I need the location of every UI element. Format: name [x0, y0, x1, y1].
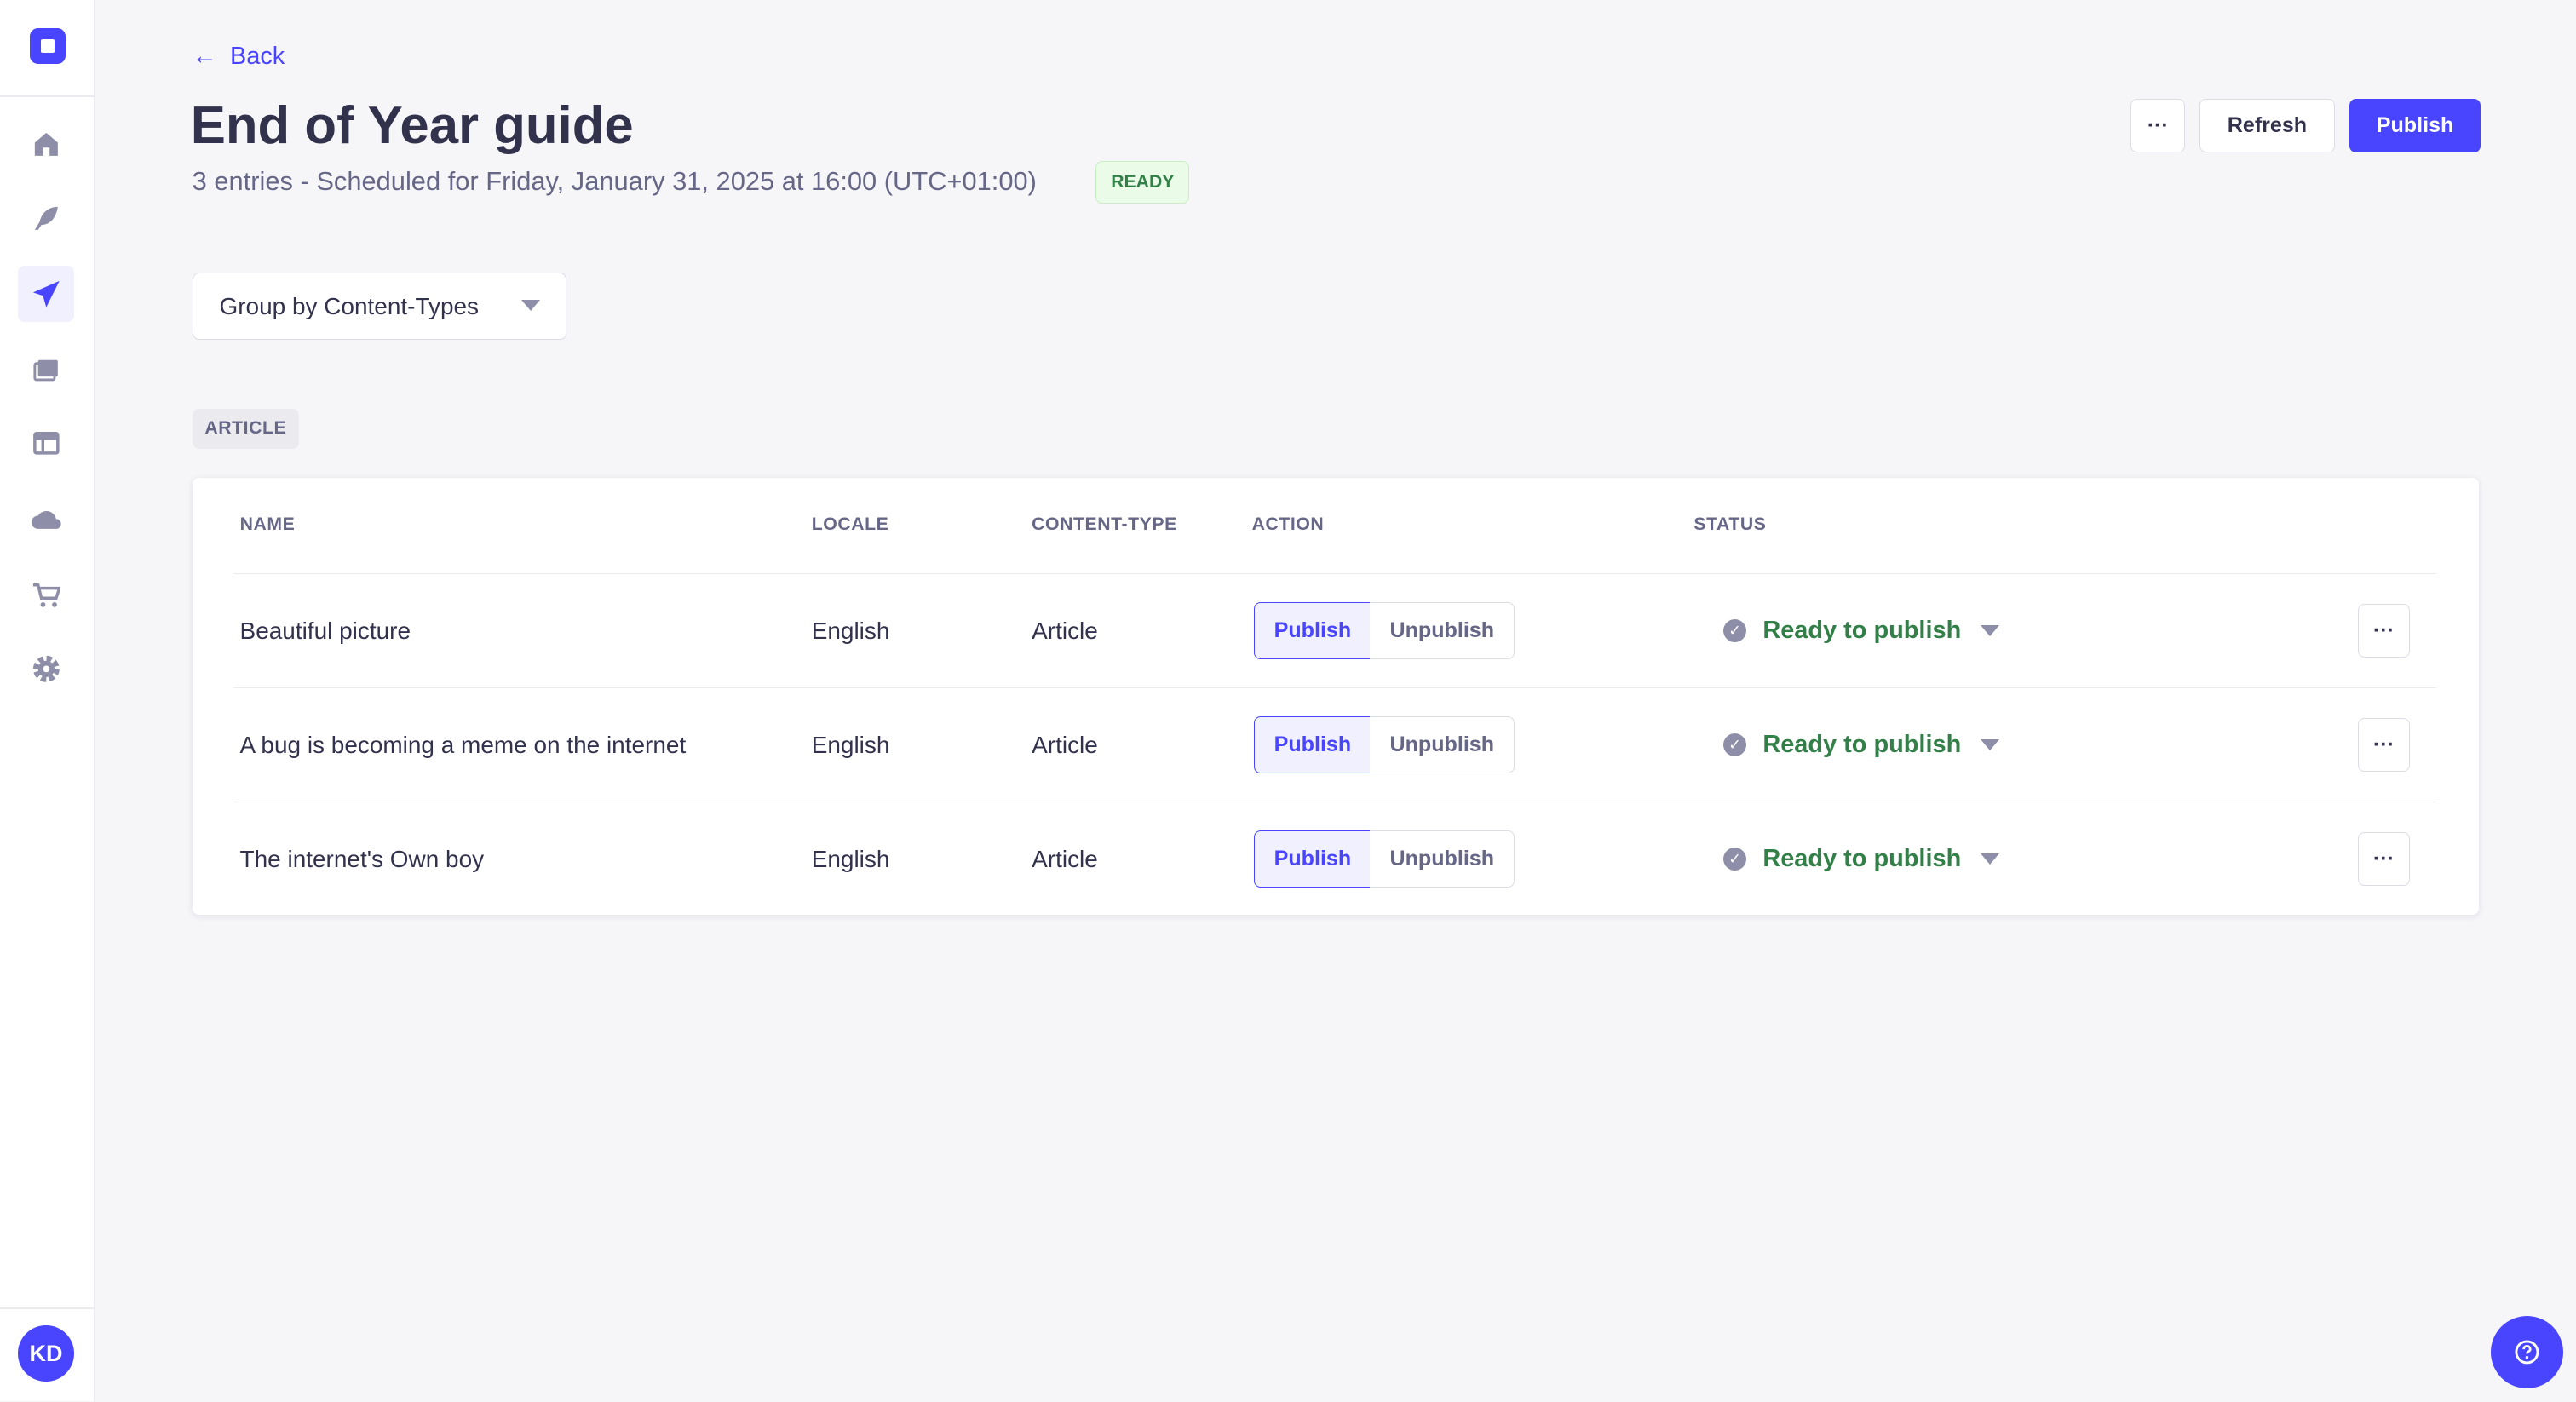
column-header-locale: LOCALE [811, 514, 889, 534]
refresh-button[interactable]: Refresh [2199, 98, 2335, 153]
check-circle-icon: ✓ [1723, 848, 1747, 871]
status-label: Ready to publish [1762, 617, 1962, 645]
chevron-down-icon [520, 299, 540, 311]
caret-down-icon [1981, 625, 2000, 636]
row-more-button[interactable]: ··· [2357, 831, 2411, 887]
group-by-select[interactable]: Group by Content-Types [192, 273, 567, 341]
entry-content-type: Article [1032, 617, 1098, 644]
sidebar-item-media-library[interactable] [18, 342, 74, 398]
status-dropdown[interactable]: ✓ Ready to publish [1723, 802, 2000, 916]
feather-icon [34, 206, 58, 230]
sidebar-item-cloud[interactable] [18, 491, 74, 548]
column-header-action: ACTION [1251, 514, 1325, 534]
status-badge: READY [1095, 161, 1190, 204]
row-more-button[interactable]: ··· [2357, 603, 2411, 658]
page-title: End of Year guide [190, 95, 634, 155]
caret-down-icon [1981, 739, 2000, 750]
status-label: Ready to publish [1762, 731, 1962, 759]
more-actions-button[interactable]: ··· [2130, 98, 2186, 153]
table-row: Beautiful picture English Article Publis… [233, 573, 2437, 687]
home-icon [34, 133, 58, 157]
caret-down-icon [1981, 853, 2000, 865]
column-header-status: STATUS [1693, 514, 1767, 534]
page-subtitle: 3 entries - Scheduled for Friday, Januar… [192, 165, 1037, 196]
action-publish-toggle[interactable]: Publish [1253, 715, 1372, 774]
sidebar: KD [0, 0, 95, 1402]
sidebar-item-content-type-builder[interactable] [18, 416, 74, 472]
paper-plane-icon [32, 280, 60, 307]
entry-content-type: Article [1032, 845, 1098, 872]
sidebar-item-marketplace[interactable] [18, 566, 74, 623]
column-header-content-type: CONTENT-TYPE [1032, 514, 1177, 534]
sidebar-item-settings[interactable] [18, 641, 74, 697]
cart-icon [32, 583, 61, 607]
arrow-left-icon: ← [192, 43, 217, 71]
back-link[interactable]: ← Back [193, 43, 285, 71]
entry-name: Beautiful picture [239, 617, 411, 644]
gear-icon [32, 655, 60, 682]
entry-locale: English [811, 617, 890, 644]
logo[interactable] [29, 27, 66, 65]
status-dropdown[interactable]: ✓ Ready to publish [1723, 688, 2000, 802]
group-label: ARTICLE [192, 409, 299, 449]
entry-content-type: Article [1032, 731, 1098, 758]
group-by-value: Group by Content-Types [219, 292, 480, 319]
column-header-name: NAME [239, 514, 296, 534]
table-row: A bug is becoming a meme on the internet… [233, 687, 2437, 802]
back-label: Back [229, 43, 285, 71]
entries-table: NAME LOCALE CONTENT-TYPE ACTION STATUS B… [192, 478, 2480, 916]
check-circle-icon: ✓ [1723, 619, 1747, 643]
sidebar-item-releases[interactable] [18, 266, 74, 322]
layout-icon [32, 432, 60, 455]
publish-button[interactable]: Publish [2349, 98, 2481, 153]
images-icon [33, 359, 58, 381]
status-dropdown[interactable]: ✓ Ready to publish [1723, 574, 2000, 687]
entry-name: A bug is becoming a meme on the internet [239, 731, 687, 758]
row-more-button[interactable]: ··· [2357, 717, 2411, 773]
status-label: Ready to publish [1762, 845, 1962, 873]
action-publish-toggle[interactable]: Publish [1253, 830, 1372, 888]
action-unpublish-toggle[interactable]: Unpublish [1370, 830, 1515, 888]
action-unpublish-toggle[interactable]: Unpublish [1370, 715, 1515, 774]
help-icon [2515, 1340, 2539, 1365]
action-publish-toggle[interactable]: Publish [1253, 601, 1372, 660]
sidebar-item-home[interactable] [18, 117, 74, 173]
help-button[interactable] [2490, 1315, 2563, 1388]
sidebar-item-content-manager[interactable] [18, 191, 74, 247]
action-unpublish-toggle[interactable]: Unpublish [1370, 601, 1515, 660]
table-row: The internet's Own boy English Article P… [233, 802, 2437, 916]
cloud-icon [31, 511, 61, 529]
check-circle-icon: ✓ [1723, 733, 1747, 757]
avatar[interactable]: KD [18, 1325, 74, 1382]
entry-locale: English [811, 731, 890, 758]
entry-name: The internet's Own boy [239, 845, 485, 872]
entry-locale: English [811, 845, 890, 872]
